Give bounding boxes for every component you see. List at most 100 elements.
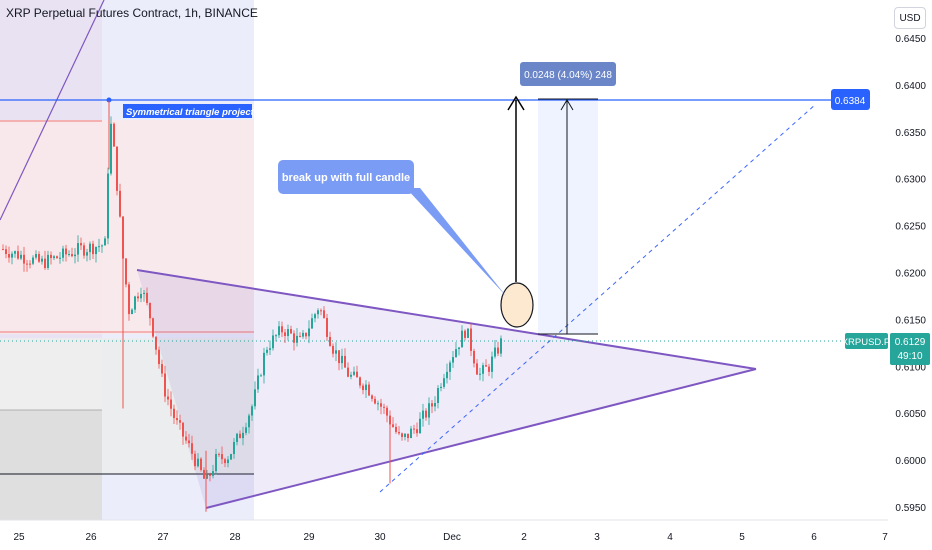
candle-down [155, 336, 157, 350]
candle-down [80, 243, 82, 246]
trend-line-left [0, 0, 105, 221]
candle-down [218, 453, 220, 455]
candle-up [308, 328, 310, 337]
candle-up [62, 248, 64, 258]
candle-up [140, 293, 142, 299]
candle-up [272, 335, 274, 349]
time-tick-label: 30 [374, 532, 386, 543]
candle-down [5, 249, 7, 255]
candle-down [392, 424, 394, 427]
price-tick-label: 0.6400 [895, 81, 926, 92]
zone-red [0, 120, 254, 334]
candle-up [41, 258, 43, 262]
candle-up [77, 243, 79, 255]
candle-up [494, 347, 496, 357]
candle-down [122, 216, 124, 259]
candle-up [107, 173, 109, 239]
candle-down [50, 254, 52, 259]
time-tick-label: 26 [85, 532, 97, 543]
candle-down [332, 345, 334, 354]
candle-up [314, 314, 316, 319]
candle-down [71, 254, 73, 257]
triangle-lower [205, 368, 757, 509]
price-tick-label: 0.5950 [895, 503, 926, 514]
candle-down [119, 190, 121, 217]
candle-down [167, 396, 169, 400]
time-tick-label: 25 [13, 532, 25, 543]
candle-down [83, 245, 85, 256]
callout-pointer [406, 188, 506, 296]
candle-down [431, 403, 433, 407]
candle-down [56, 256, 58, 259]
breakout-arrowhead [507, 95, 525, 111]
candle-up [311, 318, 313, 329]
candle-up [269, 348, 271, 350]
candle-down [38, 253, 40, 262]
candle-down [386, 407, 388, 416]
candle-up [296, 335, 298, 343]
target-price-text: 0.6384 [835, 96, 866, 107]
candle-down [191, 443, 193, 454]
measure-label-box [520, 62, 616, 86]
candle-up [461, 330, 463, 348]
candle-up [350, 374, 352, 377]
candle-down [44, 258, 46, 269]
candle-down [179, 420, 181, 423]
callout-box [278, 160, 414, 194]
candle-up [440, 386, 442, 389]
candle-down [137, 296, 139, 299]
price-axis-ticks: 0.6450 0.6400 0.6350 0.6300 0.6250 0.6200 0.61… [895, 34, 926, 514]
time-tick-label: 6 [811, 532, 817, 543]
candle-up [428, 403, 430, 418]
candle-up [287, 329, 289, 336]
candle-down [413, 428, 415, 430]
candle-down [29, 263, 31, 265]
candle-down [182, 422, 184, 437]
candle-up [437, 388, 439, 403]
candle-up [74, 254, 76, 257]
candle-down [395, 426, 397, 433]
candle-down [476, 363, 478, 375]
time-axis[interactable] [0, 520, 888, 550]
candle-up [212, 471, 214, 476]
chart-title: XRP Perpetual Futures Contract, 1h, BINA… [6, 6, 258, 20]
candle-up [266, 349, 268, 353]
candle-down [380, 403, 382, 407]
candle-up [500, 338, 502, 354]
candle-down [23, 254, 25, 264]
candle-down [284, 332, 286, 336]
price-axis[interactable] [888, 0, 932, 520]
candle-down [374, 398, 376, 404]
candle-up [341, 355, 343, 364]
time-tick-label: 29 [303, 532, 315, 543]
pattern-label-box [123, 104, 252, 118]
candle-up [110, 123, 112, 174]
candle-down [146, 292, 148, 304]
candle-up [278, 326, 280, 336]
candle-down [326, 317, 328, 337]
time-tick-label: 27 [157, 532, 169, 543]
currency-button[interactable]: USD [894, 7, 926, 29]
candle-up [215, 453, 217, 472]
price-tick-label: 0.6300 [895, 175, 926, 186]
candle-up [263, 352, 265, 376]
target-anchor [106, 97, 112, 103]
price-tick-label: 0.6000 [895, 456, 926, 467]
candle-up [365, 384, 367, 391]
candle-up [257, 375, 259, 390]
candle-down [239, 433, 241, 439]
candle-down [185, 436, 187, 441]
candle-down [203, 469, 205, 479]
candle-down [398, 432, 400, 434]
candle-up [377, 403, 379, 405]
candle-up [245, 427, 247, 433]
last-price-text: 0.6129 [895, 337, 926, 348]
candle-down [152, 318, 154, 337]
candle-up [35, 253, 37, 258]
candle-down [359, 377, 361, 386]
last-price-tag [890, 333, 930, 365]
candle-up [206, 474, 208, 479]
candle-up [104, 238, 106, 246]
candle-down [389, 415, 391, 425]
